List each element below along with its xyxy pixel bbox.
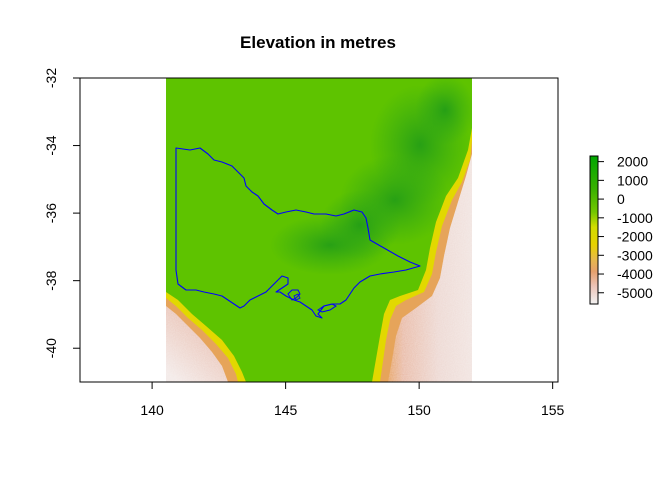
elevation-raster	[166, 78, 472, 382]
legend-tick-label: -5000	[617, 285, 653, 301]
x-tick-label: 155	[541, 402, 565, 418]
legend-tick-label: -4000	[617, 266, 653, 282]
victoria-boundary	[175, 147, 421, 319]
y-tick-label: -34	[43, 135, 59, 155]
y-tick-label: -38	[43, 270, 59, 290]
x-tick-label: 150	[407, 402, 431, 418]
legend-tick-label: -2000	[617, 229, 653, 245]
y-tick-label: -40	[43, 338, 59, 358]
legend-tick-label: -1000	[617, 210, 653, 226]
y-tick-label: -32	[43, 68, 59, 88]
legend-tick-label: 2000	[617, 154, 648, 170]
x-axis: 140 145 150 155	[140, 381, 565, 418]
x-tick-label: 145	[274, 402, 298, 418]
legend-ticks: 2000 1000 0 -1000 -2000 -3000 -4000 -5000	[598, 154, 653, 301]
legend-tick-label: 1000	[617, 172, 648, 188]
y-tick-label: -36	[43, 203, 59, 223]
legend-tick-label: -3000	[617, 247, 653, 263]
legend-tick-label: 0	[617, 191, 625, 207]
elevation-legend: 2000 1000 0 -1000 -2000 -3000 -4000 -5000	[589, 154, 653, 305]
y-axis: -32 -34 -36 -38 -40	[43, 68, 81, 358]
map-title: Elevation in metres	[240, 33, 396, 52]
legend-colorbar	[589, 155, 599, 305]
x-tick-label: 140	[140, 402, 164, 418]
